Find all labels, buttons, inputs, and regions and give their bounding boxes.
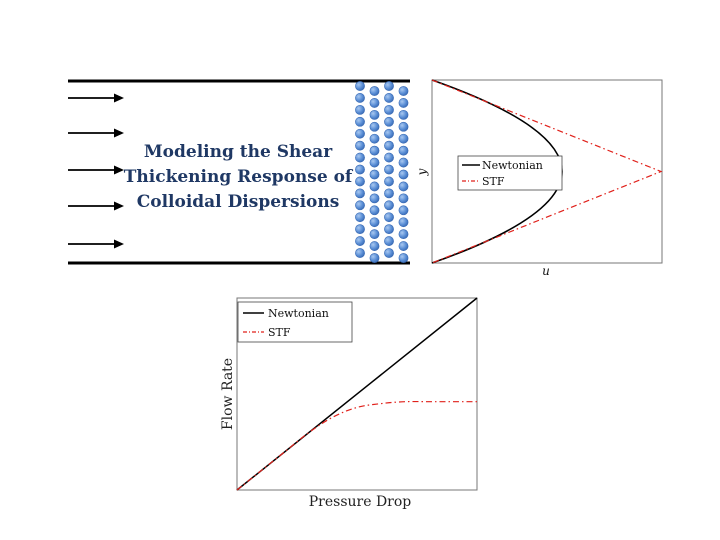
flow-arrow-head — [114, 239, 124, 249]
particle — [369, 217, 380, 228]
particle — [369, 121, 380, 132]
particle — [355, 188, 365, 199]
particle — [369, 86, 380, 96]
particle — [384, 93, 394, 103]
slide-title: Modeling the Shear Thickening Response o… — [118, 140, 358, 215]
particle — [384, 248, 394, 258]
chart-legend-box — [237, 301, 353, 343]
particle — [355, 81, 365, 91]
chart-ylabel: Flow Rate — [220, 358, 236, 430]
particle — [369, 133, 380, 144]
channel-diagram — [68, 79, 410, 265]
particle — [369, 253, 380, 263]
particle — [398, 121, 409, 132]
particle — [384, 236, 394, 246]
particle — [355, 104, 365, 115]
particle — [384, 200, 394, 211]
particle — [384, 152, 394, 163]
particle — [398, 217, 409, 228]
particle — [369, 98, 380, 108]
chart-legend-newtonian-label: Newtonian — [268, 307, 329, 320]
slide-title-line-2: Thickening Response of — [123, 167, 353, 187]
particle — [398, 157, 409, 168]
series-line-newtonian — [236, 297, 478, 491]
velocity-legend: Newtonian STF — [457, 155, 563, 191]
slide-title-line-1: Modeling the Shear — [143, 142, 333, 162]
particle — [398, 145, 409, 156]
particle — [369, 157, 380, 168]
stf-profile-curve — [431, 79, 663, 264]
particle — [384, 104, 394, 115]
particle-cluster — [355, 81, 409, 263]
velocity-xlabel: u — [542, 264, 550, 278]
particle — [369, 229, 380, 240]
particle — [355, 200, 365, 211]
chart-xlabel: Pressure Drop — [309, 494, 412, 510]
particle — [398, 181, 409, 192]
particle — [384, 116, 394, 127]
particle — [398, 169, 409, 180]
velocity-legend-stf-label: STF — [482, 175, 505, 188]
particle — [398, 205, 409, 216]
particle — [355, 176, 365, 187]
particle — [369, 169, 380, 180]
flow-arrow-head — [114, 165, 124, 175]
particle — [398, 133, 409, 144]
particle — [398, 241, 409, 251]
particle — [398, 253, 409, 263]
particle — [355, 128, 365, 139]
particle — [398, 109, 409, 120]
particle — [398, 229, 409, 240]
particle — [355, 224, 365, 235]
particle — [355, 93, 365, 103]
particle — [369, 145, 380, 156]
flow-arrow-head — [114, 201, 124, 211]
velocity-legend-newtonian-label: Newtonian — [482, 159, 543, 172]
particle — [384, 188, 394, 199]
particle — [355, 164, 365, 175]
flow-arrow-head — [114, 93, 124, 103]
particle — [384, 212, 394, 223]
particle — [398, 193, 409, 204]
particle — [369, 193, 380, 204]
slide-title-line-3: Colloidal Dispersions — [136, 192, 340, 212]
flow-arrow-head — [114, 128, 124, 138]
particle — [369, 181, 380, 192]
particle — [384, 140, 394, 151]
particle — [369, 205, 380, 216]
particle — [355, 116, 365, 127]
particle — [355, 248, 365, 258]
flow-arrows — [68, 93, 124, 249]
particle — [384, 128, 394, 139]
particle — [355, 140, 365, 151]
particle — [384, 224, 394, 235]
particle — [384, 176, 394, 187]
particle — [355, 212, 365, 223]
particle — [398, 86, 409, 96]
particle — [355, 236, 365, 246]
particle — [369, 241, 380, 251]
particle — [384, 164, 394, 175]
velocity-legend-box — [457, 155, 563, 191]
particle — [398, 98, 409, 108]
particle — [384, 81, 394, 91]
flow-rate-chart: Newtonian STF Pressure Drop Flow Rate — [220, 297, 478, 510]
particle — [355, 152, 365, 163]
chart-legend: Newtonian STF — [237, 301, 353, 343]
chart-legend-stf-label: STF — [268, 326, 291, 339]
velocity-ylabel: y — [415, 168, 429, 176]
chart-series-group — [236, 297, 478, 491]
series-line-stf — [236, 400, 477, 491]
particle — [369, 109, 380, 120]
velocity-profile-plot: Newtonian STF u y — [415, 79, 663, 278]
